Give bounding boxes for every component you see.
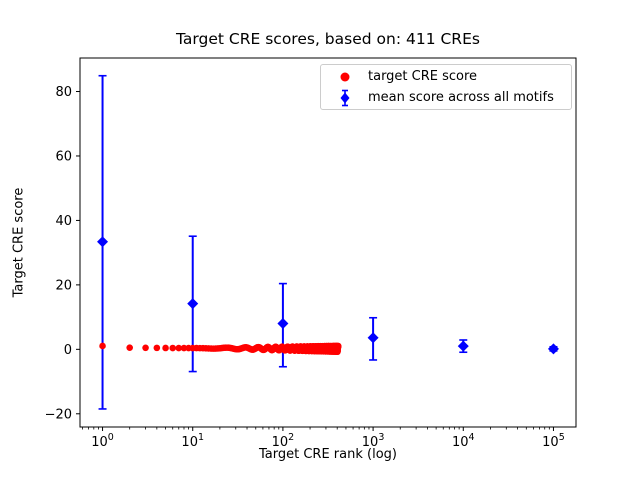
y-tick-label: 20	[55, 278, 72, 293]
x-tick-label: 103	[362, 432, 385, 450]
target-score-dot	[153, 344, 161, 352]
mean-diamond-marker	[547, 343, 559, 355]
target-score-dot	[334, 343, 342, 350]
legend-circle-icon	[330, 69, 360, 85]
x-axis-label: Target CRE rank (log)	[259, 447, 397, 462]
mean-diamond-marker	[277, 318, 289, 330]
target-score-dot	[162, 344, 169, 352]
mean-diamond-marker	[367, 332, 379, 344]
target-score-dot	[180, 344, 188, 352]
target-score-dot	[175, 344, 183, 352]
red-circle-marker-icon	[340, 72, 350, 81]
x-minor-ticks	[82, 427, 550, 430]
mean-diamond-marker	[187, 298, 199, 310]
y-ticks: −20 0 20 40 60 80	[45, 85, 80, 422]
target-score-dot	[142, 344, 149, 352]
x-tick-label: 101	[181, 432, 204, 450]
legend-item-target-score: target CRE score	[321, 67, 571, 86]
y-tick-label: 40	[55, 214, 72, 229]
mean-score-series	[97, 74, 559, 410]
x-tick-label: 104	[452, 432, 475, 450]
y-tick-label: 0	[64, 343, 72, 358]
mean-diamond-marker	[97, 236, 109, 248]
y-tick-label: −20	[45, 407, 72, 422]
mean-diamond-marker	[457, 340, 469, 352]
legend-diamond-icon	[330, 89, 360, 107]
target-score-series	[99, 342, 342, 356]
legend-label-target-score: target CRE score	[368, 69, 478, 84]
chart-title: Target CRE scores, based on: 411 CREs	[176, 30, 480, 48]
x-tick-label: 100	[91, 432, 114, 450]
target-score-dot	[99, 342, 106, 350]
target-score-dot	[169, 344, 177, 352]
y-tick-label: 80	[55, 85, 72, 100]
x-major-ticks: 100 101 102 103 104 105	[91, 427, 565, 450]
y-tick-label: 60	[55, 149, 72, 164]
blue-diamond-marker-icon	[340, 92, 350, 103]
plot-frame	[79, 57, 577, 428]
legend-item-mean-score: mean score across all motifs	[321, 88, 571, 107]
x-tick-label: 105	[542, 432, 565, 450]
legend: target CRE score mean score across all m…	[320, 64, 572, 110]
x-tick-label: 102	[272, 432, 295, 450]
target-score-dot	[126, 344, 133, 351]
legend-label-mean-score: mean score across all motifs	[368, 90, 554, 105]
